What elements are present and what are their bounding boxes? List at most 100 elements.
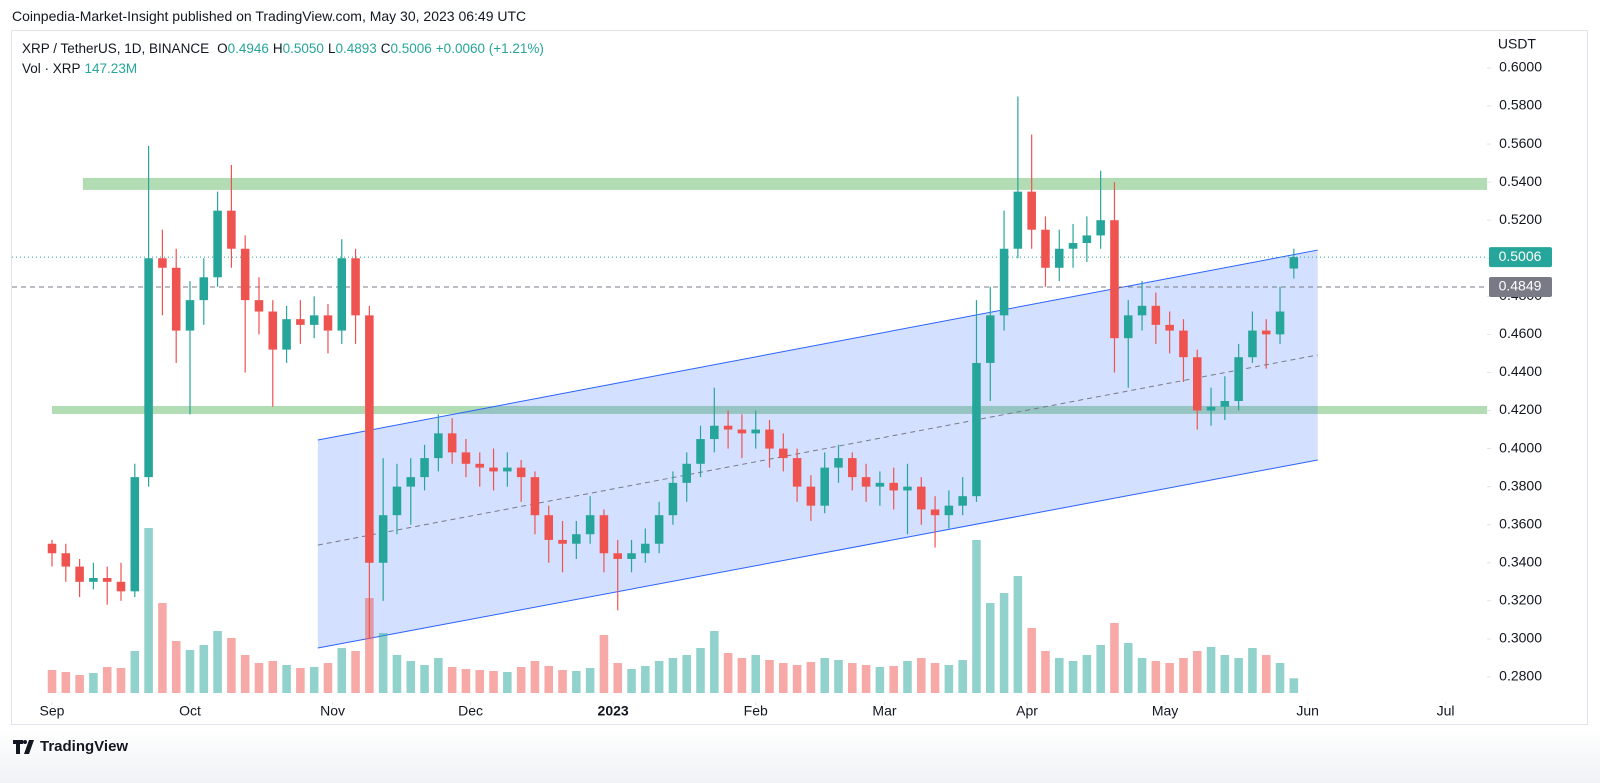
- volume-bar: [1179, 658, 1188, 693]
- legend: XRP / TetherUS, 1D, BINANCE O0.4946 H0.505…: [22, 39, 548, 79]
- candle-body: [75, 566, 84, 582]
- candle-body: [254, 300, 264, 312]
- volume-bar: [668, 658, 678, 693]
- volume-bar: [627, 669, 636, 693]
- volume-bar: [102, 667, 112, 693]
- y-tick-label: 0.4200: [1499, 401, 1542, 417]
- candle-body: [999, 248, 1009, 316]
- y-tick-label: 0.4600: [1499, 325, 1542, 341]
- volume-bar: [765, 660, 774, 693]
- volume-bar: [420, 665, 429, 693]
- candle-body: [1179, 330, 1188, 358]
- volume-bar: [889, 666, 898, 693]
- volume-bar: [779, 663, 788, 693]
- volume-bar: [406, 661, 416, 693]
- candle-body: [1248, 330, 1257, 358]
- volume-bar: [1068, 661, 1078, 693]
- volume-bar: [61, 672, 71, 693]
- candle-body: [1096, 220, 1105, 236]
- y-tick-label: 0.3800: [1499, 477, 1542, 493]
- candle-body: [572, 534, 581, 544]
- candle-body: [889, 482, 898, 491]
- candle-body: [585, 515, 595, 535]
- volume-bar: [489, 671, 498, 693]
- price-label: 0.5006: [1499, 248, 1542, 264]
- volume-bar: [1206, 647, 1216, 693]
- volume-bar: [972, 540, 981, 693]
- candle-body: [544, 515, 554, 540]
- volume-bar: [1013, 576, 1023, 693]
- volume-bar: [351, 651, 360, 693]
- candle-body: [1206, 406, 1216, 411]
- candle-body: [489, 467, 498, 472]
- volume-bar: [1027, 628, 1036, 693]
- candle-body: [806, 486, 816, 506]
- candle-body: [1027, 191, 1036, 230]
- x-tick-label: Apr: [1016, 703, 1038, 719]
- publish-note: Coinpedia-Market-Insight published on Tr…: [12, 8, 527, 24]
- x-tick-label: Dec: [458, 703, 483, 719]
- candle-body: [392, 486, 402, 516]
- brand[interactable]: TradingView: [40, 738, 129, 755]
- candle-body: [475, 463, 485, 468]
- volume-bar: [392, 655, 402, 693]
- volume-bar: [903, 661, 912, 693]
- candle-body: [985, 315, 995, 363]
- x-tick-label: Mar: [872, 703, 896, 719]
- volume-bar: [806, 662, 816, 693]
- volume-bar: [296, 668, 305, 693]
- volume-bar: [917, 658, 926, 693]
- candle-body: [144, 258, 153, 478]
- volume-bar: [723, 653, 733, 693]
- candle-body: [337, 258, 347, 331]
- volume-bar: [171, 641, 181, 693]
- y-tick-label: 0.3400: [1499, 553, 1542, 569]
- volume-legend: Vol · XRP 147.23M: [22, 59, 548, 79]
- candle-body: [1068, 243, 1078, 249]
- channel-fill: [317, 250, 1318, 649]
- candle-body: [848, 458, 857, 478]
- volume-bar: [985, 603, 995, 693]
- volume-bar: [337, 648, 347, 693]
- candle-body: [130, 477, 140, 592]
- y-tick-label: 0.3000: [1499, 630, 1542, 646]
- candle-body: [710, 425, 719, 440]
- candle-body: [213, 210, 222, 278]
- candle-body: [1275, 311, 1285, 335]
- candle-body: [116, 581, 126, 592]
- candle-body: [378, 515, 388, 563]
- candle-body: [199, 277, 209, 301]
- candle-body: [503, 467, 512, 472]
- x-tick-label: 2023: [598, 703, 629, 719]
- candle-body: [1123, 315, 1133, 339]
- y-tick-label: 0.2800: [1499, 668, 1542, 684]
- price-label-box: [1489, 276, 1552, 297]
- legend-value: 0.5050: [282, 41, 324, 56]
- x-tick-label: Nov: [320, 703, 345, 719]
- zone: [82, 177, 1487, 190]
- volume-bar: [130, 651, 140, 693]
- candle-body: [654, 515, 664, 544]
- volume-bar: [1082, 655, 1092, 693]
- volume-bar: [958, 660, 967, 693]
- volume-bar: [75, 675, 84, 693]
- channel-lower: [317, 459, 1318, 649]
- candle-body: [613, 553, 623, 559]
- candle-body: [1289, 257, 1299, 269]
- candle-body: [737, 429, 747, 434]
- volume-bar: [213, 631, 222, 693]
- candle-body: [296, 319, 305, 325]
- candle-body: [1013, 191, 1023, 249]
- candle-body: [1054, 248, 1064, 268]
- candle-body: [365, 315, 374, 563]
- y-tick-label: 0.6000: [1499, 59, 1542, 75]
- volume-bar: [89, 673, 98, 693]
- candle-body: [944, 505, 954, 516]
- volume-bar: [737, 658, 747, 693]
- candle-body: [958, 496, 967, 506]
- candle-body: [903, 486, 912, 491]
- currency: USDT: [1498, 36, 1537, 52]
- candle-body: [765, 429, 774, 449]
